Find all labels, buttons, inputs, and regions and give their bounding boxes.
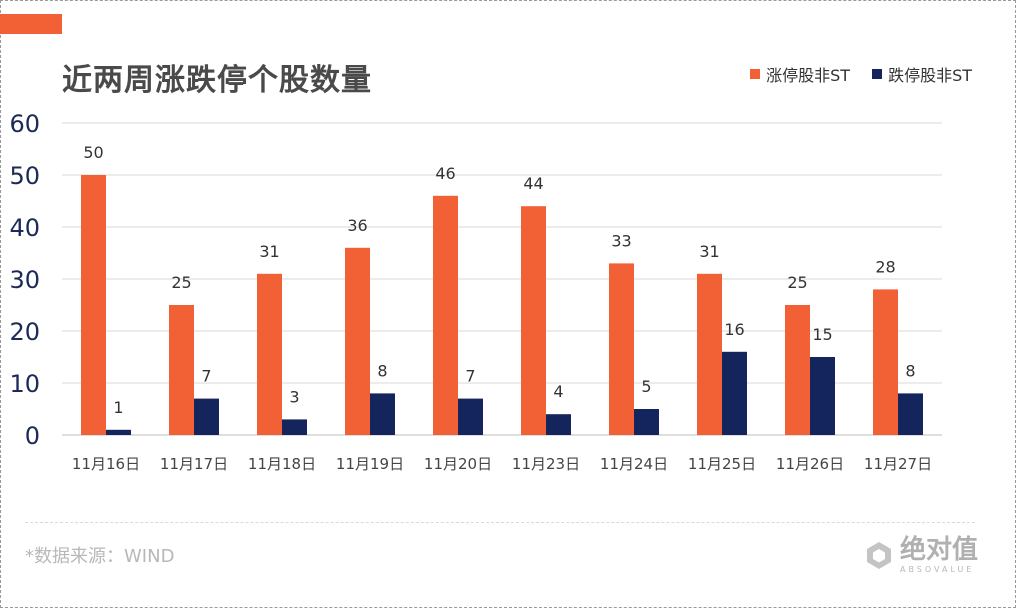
- bar-limit-down: [722, 351, 747, 435]
- bar-limit-up: [521, 206, 546, 435]
- legend: 涨停股非ST 跌停股非ST: [750, 62, 972, 86]
- watermark-subtext: ABSOVALUE: [899, 565, 975, 574]
- data-label-limit-down: 5: [641, 377, 651, 396]
- chart-title: 近两周涨跌停个股数量: [62, 63, 372, 98]
- data-label-limit-down: 7: [465, 367, 475, 386]
- data-label-limit-up: 25: [171, 273, 191, 292]
- y-tick-label: 0: [25, 422, 40, 450]
- data-label-limit-up: 33: [611, 231, 631, 250]
- data-label-limit-up: 31: [699, 242, 719, 261]
- data-label-limit-down: 3: [289, 387, 299, 406]
- bar-limit-up: [873, 289, 898, 435]
- bar-limit-up: [609, 263, 634, 435]
- bar-limit-down: [458, 398, 483, 435]
- y-tick-label: 20: [9, 318, 40, 346]
- x-tick-label: 11月25日: [688, 455, 756, 473]
- x-tick-label: 11月18日: [248, 455, 316, 473]
- x-tick-label: 11月23日: [512, 455, 580, 473]
- bar-limit-up: [697, 273, 722, 435]
- x-tick-label: 11月26日: [776, 455, 844, 473]
- bar-limit-down: [898, 393, 923, 435]
- x-tick-label: 11月16日: [72, 455, 140, 473]
- data-label-limit-down: 7: [201, 367, 211, 386]
- cube-logo-icon: [866, 542, 891, 569]
- data-label-limit-down: 8: [377, 361, 387, 380]
- data-label-limit-up: 31: [259, 242, 279, 261]
- y-tick-label: 30: [9, 266, 40, 294]
- bar-limit-down: [106, 429, 131, 435]
- data-label-limit-down: 1: [113, 398, 123, 417]
- legend-item-limit-down: 跌停股非ST: [872, 62, 972, 86]
- data-label-limit-up: 25: [787, 273, 807, 292]
- bar-limit-up: [169, 305, 194, 435]
- data-label-limit-up: 28: [875, 257, 895, 276]
- y-tick-label: 40: [9, 214, 40, 242]
- x-tick-label: 11月20日: [424, 455, 492, 473]
- bar-limit-down: [370, 393, 395, 435]
- x-tick-label: 11月17日: [160, 455, 228, 473]
- source-note: *数据来源：WIND: [25, 546, 175, 567]
- legend-swatch-limit-down: [872, 69, 883, 79]
- legend-label-limit-down: 跌停股非ST: [888, 66, 972, 85]
- data-label-limit-down: 4: [553, 382, 563, 401]
- data-label-limit-down: 16: [724, 320, 744, 339]
- bar-limit-down: [546, 414, 571, 435]
- bar-limit-down: [634, 409, 659, 435]
- legend-item-limit-up: 涨停股非ST: [750, 62, 850, 86]
- bar-limit-up: [785, 305, 810, 435]
- bar-limit-up: [257, 273, 282, 435]
- data-label-limit-down: 8: [905, 361, 915, 380]
- bar-limit-up: [345, 247, 370, 435]
- y-tick-label: 50: [9, 162, 40, 190]
- accent-bar: [0, 14, 62, 34]
- data-label-limit-up: 46: [435, 164, 455, 183]
- watermark-text: 绝对值: [899, 535, 978, 565]
- x-tick-label: 11月24日: [600, 455, 668, 473]
- x-tick-label: 11月19日: [336, 455, 404, 473]
- bar-limit-up: [81, 175, 106, 435]
- bar-limit-down: [810, 357, 835, 435]
- data-label-limit-up: 50: [83, 143, 103, 162]
- bar-limit-down: [282, 419, 307, 435]
- data-label-limit-up: 36: [347, 216, 367, 235]
- data-label-limit-up: 44: [523, 174, 543, 193]
- x-tick-label: 11月27日: [864, 455, 932, 473]
- data-label-limit-down: 15: [812, 325, 832, 344]
- legend-swatch-limit-up: [750, 69, 761, 79]
- y-tick-label: 10: [9, 370, 40, 398]
- bar-limit-up: [433, 195, 458, 435]
- legend-label-limit-up: 涨停股非ST: [766, 66, 851, 85]
- footer-divider: [25, 522, 975, 523]
- bar-limit-down: [194, 398, 219, 435]
- y-tick-label: 60: [9, 110, 40, 138]
- watermark-logo: 绝对值 ABSOVALUE: [864, 536, 978, 574]
